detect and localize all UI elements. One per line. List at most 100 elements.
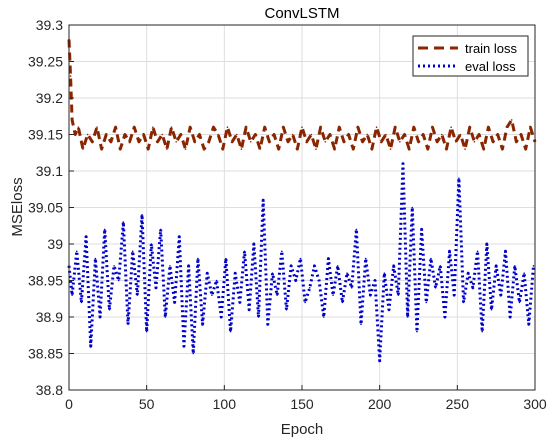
data-point-eval-loss — [108, 308, 111, 311]
data-point-train-loss — [259, 148, 261, 150]
data-point-eval-loss — [239, 301, 241, 304]
data-point-train-loss — [194, 141, 196, 143]
data-point-eval-loss — [290, 265, 292, 267]
data-point-eval-loss — [392, 265, 395, 267]
data-point-train-loss — [431, 126, 434, 128]
data-point-train-loss — [217, 133, 219, 136]
data-point-train-loss — [161, 133, 163, 136]
data-point-eval-loss — [341, 301, 344, 304]
data-point-train-loss — [175, 141, 177, 143]
data-point-train-loss — [110, 141, 112, 143]
data-point-eval-loss — [127, 323, 129, 326]
data-point-train-loss — [501, 148, 504, 150]
data-point-train-loss — [454, 141, 457, 143]
data-point-train-loss — [329, 133, 331, 136]
data-point-eval-loss — [462, 301, 465, 304]
axis-ticks: 0 50 100 150 200 250 300 38.8 38.85 38.9 38.95 39 39… — [28, 17, 547, 412]
data-point-train-loss — [478, 133, 480, 136]
data-point-eval-loss — [355, 228, 358, 231]
data-point-train-loss — [105, 133, 108, 136]
y-tick-label: 38.95 — [28, 273, 63, 289]
data-point-eval-loss — [448, 250, 451, 253]
data-point-eval-loss — [257, 316, 260, 318]
x-tick-label: 250 — [446, 396, 470, 412]
data-point-eval-loss — [206, 272, 209, 275]
data-point-eval-loss — [169, 265, 171, 267]
data-point-eval-loss — [131, 250, 134, 253]
data-point-eval-loss — [406, 316, 409, 318]
data-point-eval-loss — [313, 265, 316, 267]
data-point-eval-loss — [215, 279, 218, 282]
y-tick-label: 39.2 — [36, 90, 63, 106]
data-point-eval-loss — [80, 301, 83, 304]
data-point-train-loss — [436, 141, 438, 143]
data-point-train-loss — [417, 141, 420, 143]
data-point-eval-loss — [458, 177, 460, 180]
data-point-train-loss — [100, 148, 103, 150]
legend-train-loss-label: train loss — [465, 41, 518, 56]
y-axis-title: MSEloss — [9, 177, 26, 236]
data-point-train-loss — [333, 148, 336, 150]
x-tick-label: 100 — [213, 396, 237, 412]
data-point-eval-loss — [490, 308, 493, 311]
data-point-eval-loss — [75, 250, 78, 253]
series-layer — [67, 38, 537, 363]
data-point-eval-loss — [304, 301, 306, 304]
data-point-train-loss — [464, 148, 466, 150]
data-point-train-loss — [319, 126, 322, 128]
data-point-train-loss — [287, 141, 289, 143]
data-point-train-loss — [352, 148, 355, 150]
data-point-train-loss — [375, 126, 378, 128]
data-point-eval-loss — [388, 308, 390, 311]
data-point-eval-loss — [467, 272, 470, 275]
data-point-eval-loss — [486, 243, 488, 245]
data-point-train-loss — [152, 126, 154, 128]
data-point-train-loss — [473, 141, 476, 143]
data-point-eval-loss — [225, 257, 227, 260]
data-point-train-loss — [296, 148, 299, 150]
data-point-train-loss — [315, 148, 317, 150]
data-point-eval-loss — [425, 301, 428, 304]
data-point-train-loss — [82, 148, 84, 150]
data-point-train-loss — [249, 141, 252, 143]
data-point-train-loss — [263, 126, 266, 128]
data-point-train-loss — [524, 148, 527, 150]
data-point-train-loss — [371, 148, 373, 150]
data-point-eval-loss — [527, 323, 530, 326]
data-point-train-loss — [142, 133, 145, 136]
data-point-eval-loss — [346, 272, 348, 275]
data-point-train-loss — [71, 119, 73, 121]
data-point-eval-loss — [89, 345, 92, 348]
data-point-train-loss — [450, 126, 452, 128]
data-point-train-loss — [231, 141, 233, 143]
x-tick-label: 300 — [523, 396, 547, 412]
data-point-eval-loss — [509, 316, 511, 318]
data-point-train-loss — [156, 141, 159, 143]
data-point-train-loss — [422, 133, 424, 136]
x-tick-label: 200 — [368, 396, 392, 412]
data-point-train-loss — [184, 148, 187, 150]
data-point-train-loss — [413, 126, 415, 128]
data-point-eval-loss — [322, 316, 325, 318]
data-point-train-loss — [301, 126, 303, 128]
data-point-eval-loss — [500, 294, 502, 296]
data-point-eval-loss — [453, 294, 456, 296]
data-point-eval-loss — [374, 279, 376, 282]
data-point-eval-loss — [99, 316, 101, 318]
data-point-eval-loss — [271, 272, 274, 275]
data-point-eval-loss — [364, 257, 367, 260]
data-point-train-loss — [86, 133, 89, 136]
data-point-train-loss — [403, 133, 406, 136]
data-point-eval-loss — [444, 316, 446, 318]
data-point-eval-loss — [369, 294, 372, 296]
data-point-eval-loss — [243, 250, 246, 253]
data-point-eval-loss — [439, 265, 442, 267]
data-point-train-loss — [138, 141, 140, 143]
data-point-train-loss — [487, 126, 490, 128]
data-point-eval-loss — [234, 272, 237, 275]
data-point-eval-loss — [402, 162, 404, 165]
data-point-eval-loss — [481, 330, 483, 333]
data-point-train-loss — [282, 126, 285, 128]
data-point-train-loss — [226, 126, 229, 128]
